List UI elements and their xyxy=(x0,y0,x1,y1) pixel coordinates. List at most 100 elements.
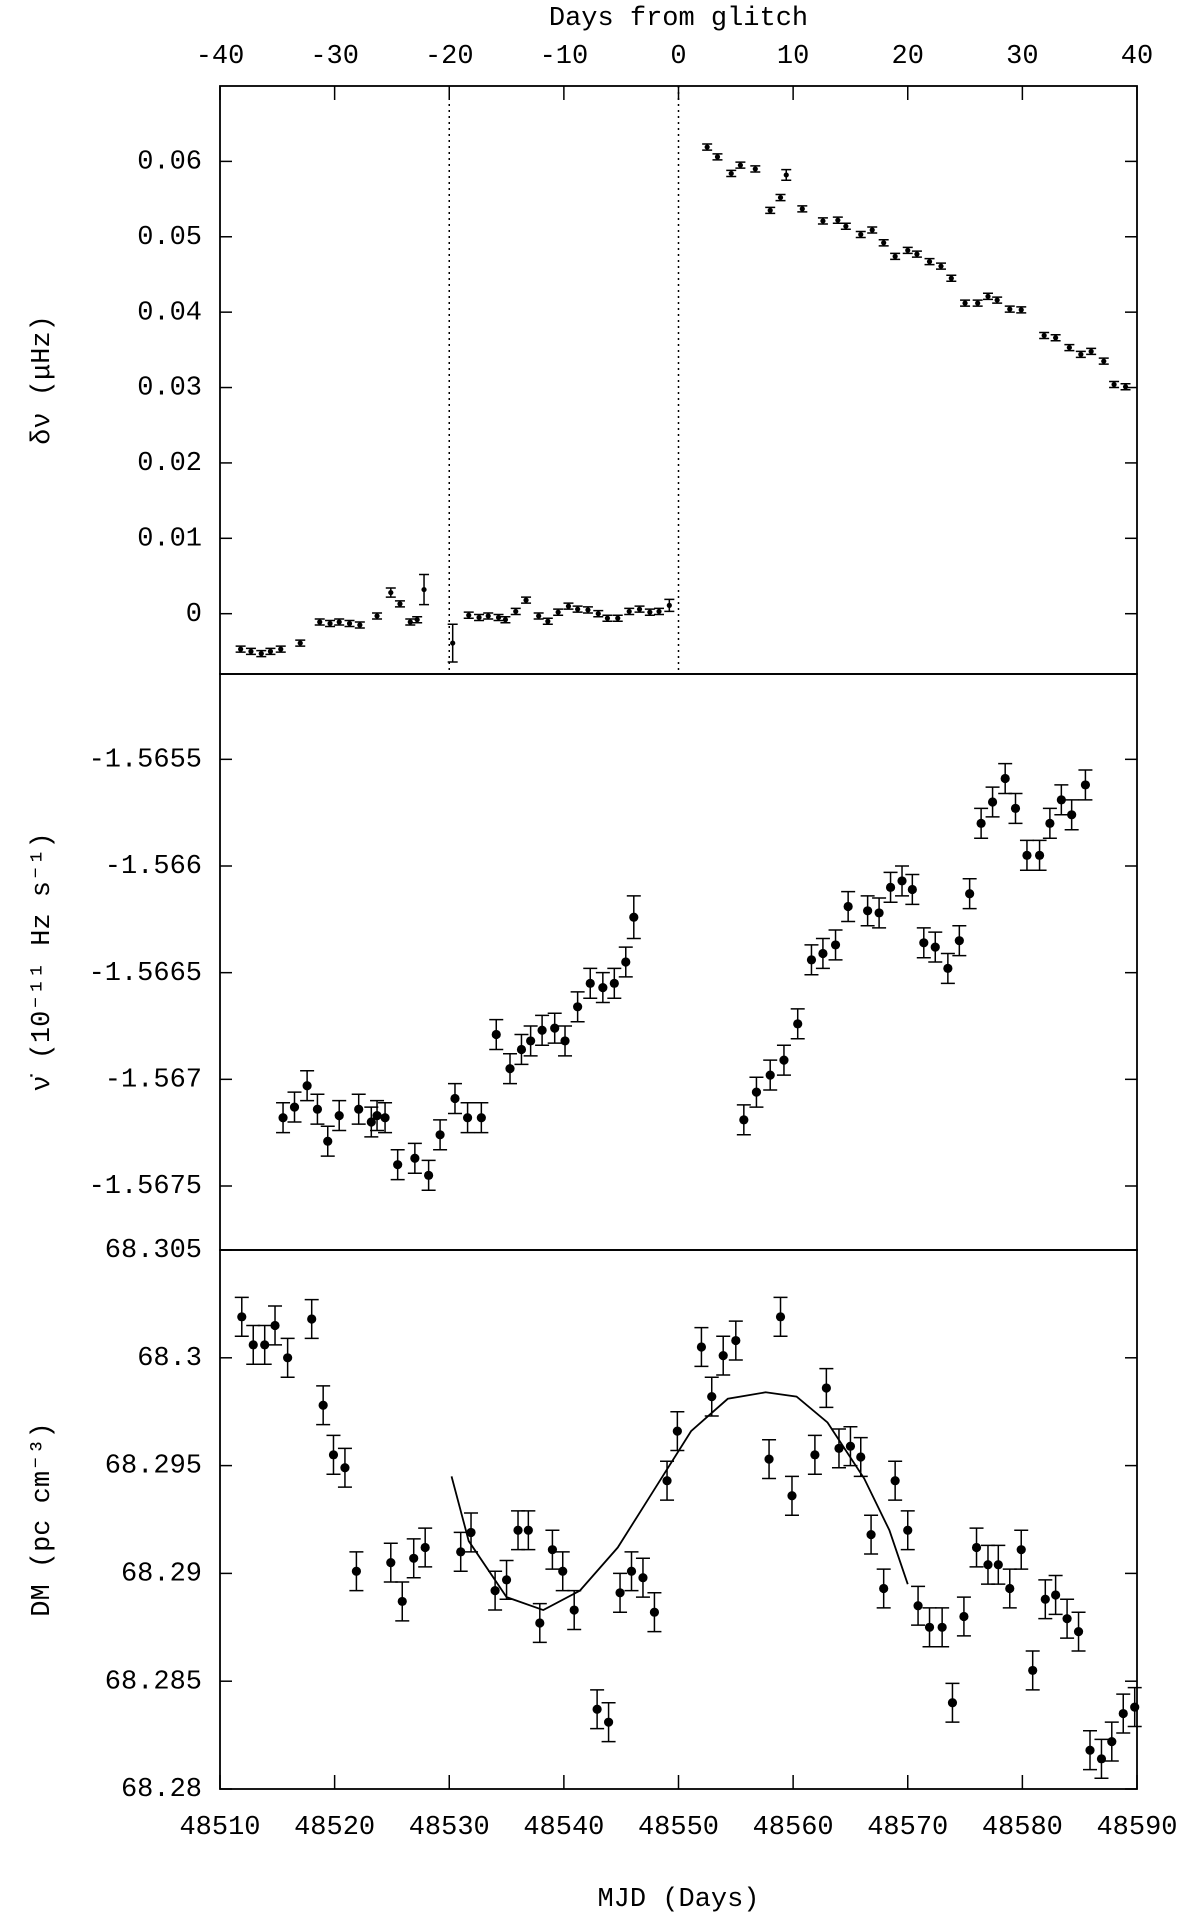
y-tick-label: -1.567 xyxy=(105,1065,202,1095)
x2-tick-label: 30 xyxy=(1006,42,1038,72)
y-axis-label: δν (μHz) xyxy=(28,315,58,445)
data-point xyxy=(965,889,975,899)
data-point xyxy=(397,1596,407,1607)
data-point xyxy=(318,1400,328,1410)
data-point xyxy=(1085,1745,1095,1755)
data-point xyxy=(380,1113,390,1123)
data-point xyxy=(1040,1594,1050,1604)
data-point xyxy=(714,154,721,160)
y-tick-label: -1.5655 xyxy=(89,745,202,775)
y-tick-label: 0 xyxy=(186,600,202,630)
data-point xyxy=(598,983,608,993)
data-point xyxy=(907,884,917,895)
y-axis-label: DM (pc cm⁻³) xyxy=(28,1422,58,1616)
data-point xyxy=(560,1036,570,1046)
data-point xyxy=(843,901,853,912)
data-point xyxy=(993,1560,1003,1570)
data-point xyxy=(1122,384,1129,390)
data-point xyxy=(420,1542,430,1553)
data-point xyxy=(523,597,529,603)
data-point xyxy=(372,1111,382,1121)
data-point xyxy=(704,144,710,150)
x-tick-label: 48530 xyxy=(409,1813,490,1843)
data-point xyxy=(1080,780,1091,790)
data-point xyxy=(764,1454,774,1464)
x2-tick-label: 40 xyxy=(1121,42,1153,72)
data-point xyxy=(513,608,519,615)
data-point xyxy=(866,1529,876,1540)
x2-tick-label: 0 xyxy=(670,42,686,72)
data-point xyxy=(585,607,591,613)
plot-frame xyxy=(219,1249,1138,1790)
data-point xyxy=(856,1452,866,1462)
data-point xyxy=(1041,332,1047,339)
data-point xyxy=(962,300,968,306)
data-point xyxy=(545,618,551,624)
data-point xyxy=(897,876,907,886)
data-point xyxy=(397,601,403,607)
y-tick-label: 68.295 xyxy=(105,1452,202,1482)
data-point xyxy=(595,611,601,617)
data-point xyxy=(892,253,898,259)
data-point xyxy=(779,1055,789,1065)
data-point xyxy=(707,1392,717,1402)
data-point xyxy=(662,1476,672,1486)
data-point xyxy=(919,938,929,948)
data-point xyxy=(297,640,303,646)
y-tick-label: 0.02 xyxy=(137,449,202,479)
data-point xyxy=(495,614,502,621)
data-point xyxy=(947,1698,958,1708)
y-tick-label: 68.28 xyxy=(121,1775,202,1805)
data-point xyxy=(890,1476,900,1486)
y-tick-label: 68.285 xyxy=(105,1667,202,1697)
y-tick-label: -1.566 xyxy=(105,852,202,882)
y-tick-label: 0.06 xyxy=(137,148,202,178)
data-point xyxy=(858,231,864,238)
data-point xyxy=(501,1575,512,1585)
data-point xyxy=(821,1383,831,1393)
y-tick-label: 68.29 xyxy=(121,1560,202,1590)
data-point xyxy=(336,619,342,625)
x-tick-label: 48580 xyxy=(982,1813,1063,1843)
data-point xyxy=(843,223,849,229)
data-point xyxy=(603,1717,614,1727)
data-point xyxy=(1118,1708,1128,1719)
data-point xyxy=(765,1070,775,1080)
data-point xyxy=(905,247,911,253)
data-point xyxy=(555,609,561,615)
data-point xyxy=(1045,818,1055,828)
data-point xyxy=(409,1553,419,1563)
data-point xyxy=(466,612,472,618)
data-point xyxy=(573,1002,583,1012)
data-point xyxy=(926,259,933,265)
data-point xyxy=(672,1426,682,1436)
data-point xyxy=(994,297,1000,303)
data-point xyxy=(1078,351,1084,357)
data-point xyxy=(985,293,991,299)
data-point xyxy=(278,646,284,652)
data-point xyxy=(609,978,619,988)
x-tick-label: 48560 xyxy=(753,1813,834,1843)
data-point xyxy=(317,619,323,625)
data-point xyxy=(924,1622,935,1632)
data-point xyxy=(258,651,264,657)
data-point xyxy=(615,615,621,621)
data-point xyxy=(289,1102,300,1112)
data-point xyxy=(456,1547,466,1557)
data-point xyxy=(1101,358,1107,364)
data-point xyxy=(1130,1702,1140,1712)
data-point xyxy=(1051,1590,1061,1600)
data-point xyxy=(516,1044,527,1055)
data-point xyxy=(799,206,805,212)
y-tick-label: 0.05 xyxy=(137,223,202,253)
data-point xyxy=(948,275,954,281)
data-point xyxy=(835,217,841,223)
data-point xyxy=(558,1566,568,1576)
data-point xyxy=(1088,348,1094,354)
data-point xyxy=(346,620,353,627)
plot-frame xyxy=(219,673,1138,1251)
data-point xyxy=(604,615,611,621)
x-tick-label: 48510 xyxy=(179,1813,260,1843)
y-tick-label: -1.5675 xyxy=(89,1172,202,1202)
x2-axis-label: Days from glitch xyxy=(549,4,808,34)
